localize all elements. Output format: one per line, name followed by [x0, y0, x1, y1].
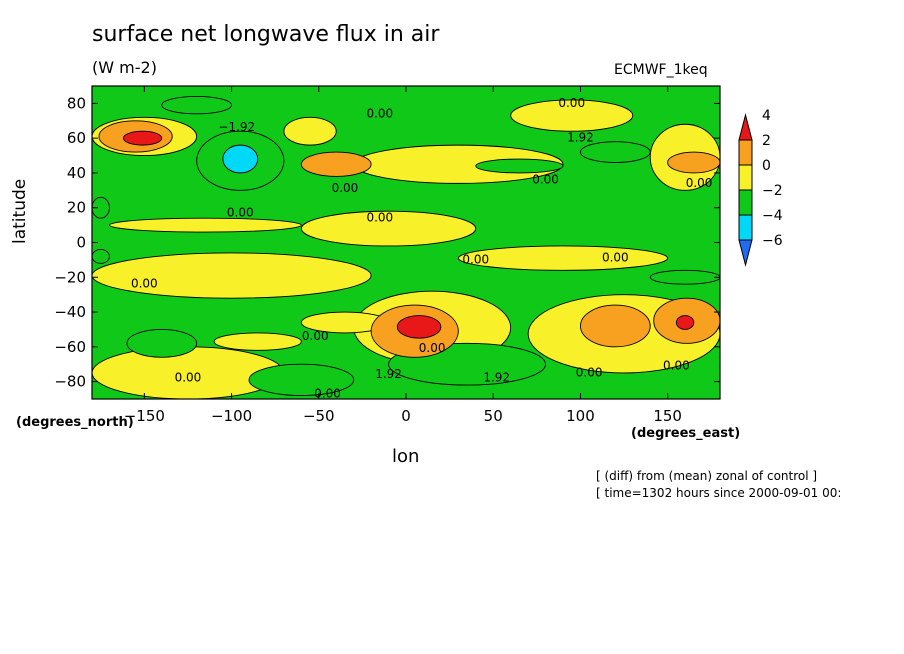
contour-label: 0.00: [558, 96, 585, 110]
contour-label: 0.00: [576, 365, 603, 379]
contour-label: 1.92: [567, 131, 594, 145]
contour-region-level--2: [126, 328, 198, 358]
contour-region-level--2: [579, 141, 651, 163]
contour-region-level--4: [222, 144, 259, 174]
colorbar: −6 −4 −2 0 2 4: [738, 108, 783, 267]
footnote-time: [ time=1302 hours since 2000-09-01 00:: [596, 486, 842, 500]
contour-label: 0.00: [366, 211, 393, 225]
y-tick-label: 80: [67, 94, 86, 112]
contour-region-level-4: [122, 130, 163, 146]
contour-region-level--2: [161, 95, 233, 115]
contour-label: 1.92: [483, 371, 510, 385]
colorbar-level-label: 4: [762, 108, 771, 124]
contour-label: −1.92: [218, 120, 255, 134]
contour-region-level-0: [283, 116, 337, 146]
y-tick-label: −40: [54, 303, 86, 321]
y-tick-label: 0: [76, 234, 86, 252]
contour-label: 0.00: [302, 329, 329, 343]
contour-label: 0.00: [532, 172, 559, 186]
y-axis-ticks: −80 −60 −40 −20 0 20 40 60 80: [54, 94, 720, 391]
contour-label: 0.00: [419, 341, 446, 355]
contour-label: 0.00: [227, 205, 254, 219]
y-tick-label: −20: [54, 268, 86, 286]
colorbar-level-label: −4: [762, 208, 783, 224]
colorbar-swatch: [738, 164, 753, 191]
contour-label: 0.00: [314, 386, 341, 400]
contour-label: 0.00: [175, 371, 202, 385]
colorbar-level-label: 2: [762, 133, 771, 149]
contour-region-level-2: [300, 151, 372, 177]
colorbar-swatch: [738, 139, 753, 166]
footnote-diff: [ (diff) from (mean) zonal of control ]: [596, 469, 818, 483]
y-tick-label: −80: [54, 373, 86, 391]
contour-region-level-0: [300, 210, 477, 247]
y-tick-label: −60: [54, 338, 86, 356]
x-axis-unit-label: (degrees_east): [631, 426, 741, 441]
x-tick-label: 100: [566, 407, 595, 425]
x-axis-label: lon: [392, 446, 420, 467]
contour-region-level-0: [108, 217, 302, 233]
contour-region-level-0: [510, 99, 634, 132]
x-tick-label: 150: [653, 407, 682, 425]
y-tick-label: 40: [67, 164, 86, 182]
contour-region-level-0: [213, 332, 302, 351]
chart-units: (W m-2): [92, 58, 157, 77]
contour-label: 0.00: [663, 358, 690, 372]
contour-label: 0.00: [366, 106, 393, 120]
y-tick-label: 60: [67, 129, 86, 147]
contour-labels: 0.00 0.00 −1.92 1.92 0.00 0.00 0.00 0.00 0.00 0.0…: [131, 96, 713, 400]
contour-region-level--2: [475, 158, 564, 174]
colorbar-level-label: −6: [762, 233, 783, 249]
x-tick-label: 0: [401, 407, 411, 425]
contour-region-level--2: [248, 363, 355, 396]
x-tick-label: −150: [124, 407, 165, 425]
contour-label: 0.00: [686, 176, 713, 190]
colorbar-swatch: [738, 214, 753, 241]
contour-label: 0.00: [462, 252, 489, 266]
contour-region-level-4: [396, 315, 442, 339]
chart-title: surface net longwave flux in air: [92, 22, 440, 47]
y-axis-unit-label: (degrees_north): [16, 415, 134, 430]
colorbar-level-label: 0: [762, 158, 771, 174]
contour-region-level-2: [579, 304, 651, 348]
contour-label: 0.00: [602, 251, 629, 265]
contour-region-level-4: [675, 315, 695, 330]
contour-fill-regions: [92, 95, 720, 399]
colorbar-level-label: −2: [762, 183, 783, 199]
contour-label: 1.92: [375, 367, 402, 381]
x-tick-label: −50: [303, 407, 335, 425]
colorbar-swatch: [738, 189, 753, 216]
contour-region-level-0: [457, 245, 669, 271]
x-tick-label: 50: [484, 407, 503, 425]
colorbar-swatch: [738, 113, 753, 141]
contour-region-level-0: [92, 252, 372, 299]
x-axis-ticks: −150 −100 −50 0 50 100 150: [124, 86, 682, 425]
contour-region-level--2: [92, 196, 110, 219]
contour-label: 0.00: [332, 181, 359, 195]
contour-region-level--2: [649, 269, 720, 285]
contour-region-level-2: [667, 151, 720, 174]
colorbar-swatch: [738, 239, 753, 267]
contour-region-level--2: [92, 249, 110, 264]
x-tick-label: −100: [211, 407, 252, 425]
y-tick-label: 20: [67, 199, 86, 217]
contour-label: 0.00: [131, 277, 158, 291]
dataset-label: ECMWF_1keq: [614, 62, 708, 78]
